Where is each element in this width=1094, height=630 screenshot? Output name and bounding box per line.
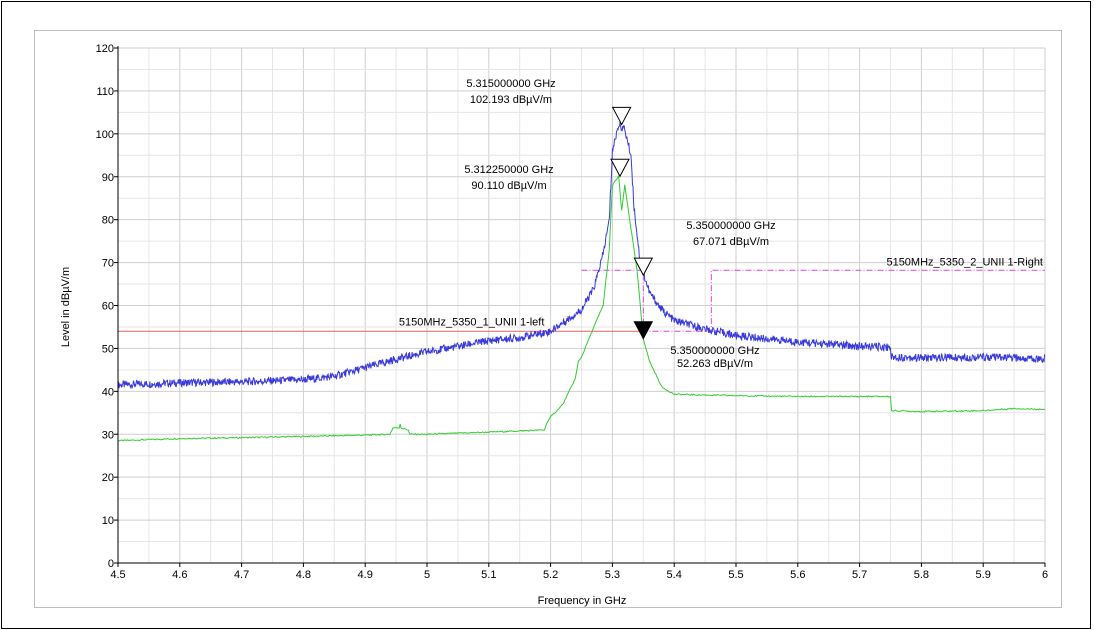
y-tick-label: 40: [102, 386, 114, 398]
x-tick-label: 5.8: [914, 569, 929, 581]
trace-2: [117, 174, 1045, 442]
x-tick-label: 4.5: [110, 569, 125, 581]
marker-3-frequency: 5.350000000 GHz: [686, 220, 775, 232]
x-tick-label: 5.9: [976, 569, 991, 581]
trace-1: [117, 121, 1046, 390]
x-tick-label: 5: [424, 569, 430, 581]
y-tick-label: 70: [102, 258, 114, 270]
marker-4-frequency: 5.350000000 GHz: [670, 345, 759, 357]
x-tick-label: 4.8: [296, 569, 311, 581]
marker-2-level: 90.110 dBµV/m: [471, 180, 546, 192]
marker-3-triangle: [633, 257, 654, 277]
y-axis-title: Level in dBµV/m: [60, 267, 72, 347]
x-tick-label: 4.9: [358, 569, 373, 581]
y-tick-label: 60: [102, 301, 114, 313]
x-axis-title: Frequency in GHz: [538, 595, 627, 607]
marker-4-level: 52.263 dBµV/m: [677, 358, 753, 370]
x-tick-label: 5.6: [790, 569, 805, 581]
marker-1-level: 102.193 dBµV/m: [470, 94, 552, 106]
axes: 4.5 4.6 4.7 4.8 4.9 5 5.1 5.2 5.3 5.4 5.5 5.6 5.7 5.8…: [96, 43, 1048, 581]
y-tick-label: 110: [96, 86, 114, 98]
x-tick-label: 5.3: [605, 569, 620, 581]
marker-1-frequency: 5.315000000 GHz: [466, 78, 555, 90]
x-tick-label: 5.5: [728, 569, 743, 581]
marker-2-triangle: [610, 158, 630, 178]
x-tick-label: 5.4: [667, 569, 682, 581]
x-tick-label: 5.1: [481, 569, 496, 581]
marker-4-triangle: [633, 321, 654, 340]
y-tick-label: 30: [102, 429, 114, 441]
labels: 5150MHz_5350_1_UNII 1-left 5150MHz_5350_2…: [399, 78, 1043, 370]
y-tick-label: 90: [102, 172, 114, 184]
marker-3-level: 67.071 dBµV/m: [693, 236, 769, 248]
markers: [610, 106, 654, 340]
y-tick-label: 50: [102, 343, 114, 355]
x-tick-label: 5.7: [852, 569, 867, 581]
y-tick-label: 100: [96, 129, 114, 141]
chart-panel: [34, 30, 1062, 608]
grid: [117, 47, 1046, 564]
x-tick-label: 4.7: [234, 569, 249, 581]
y-tick-label: 20: [102, 472, 114, 484]
x-tick-label: 6: [1042, 569, 1048, 581]
x-tick-label: 4.6: [172, 569, 187, 581]
y-tick-label: 0: [108, 558, 114, 570]
y-tick-label: 10: [102, 515, 114, 527]
limit-line-left-label: 5150MHz_5350_1_UNII 1-left: [399, 317, 545, 329]
y-tick-label: 120: [96, 43, 114, 55]
limit-line-2: [581, 269, 1045, 332]
marker-1-triangle: [611, 106, 632, 126]
marker-2-frequency: 5.312250000 GHz: [464, 164, 553, 176]
limit-line-right-label: 5150MHz_5350_2_UNII 1-Right: [886, 257, 1043, 269]
series-group: [117, 121, 1046, 442]
y-tick-label: 80: [102, 215, 114, 227]
x-tick-label: 5.2: [543, 569, 558, 581]
